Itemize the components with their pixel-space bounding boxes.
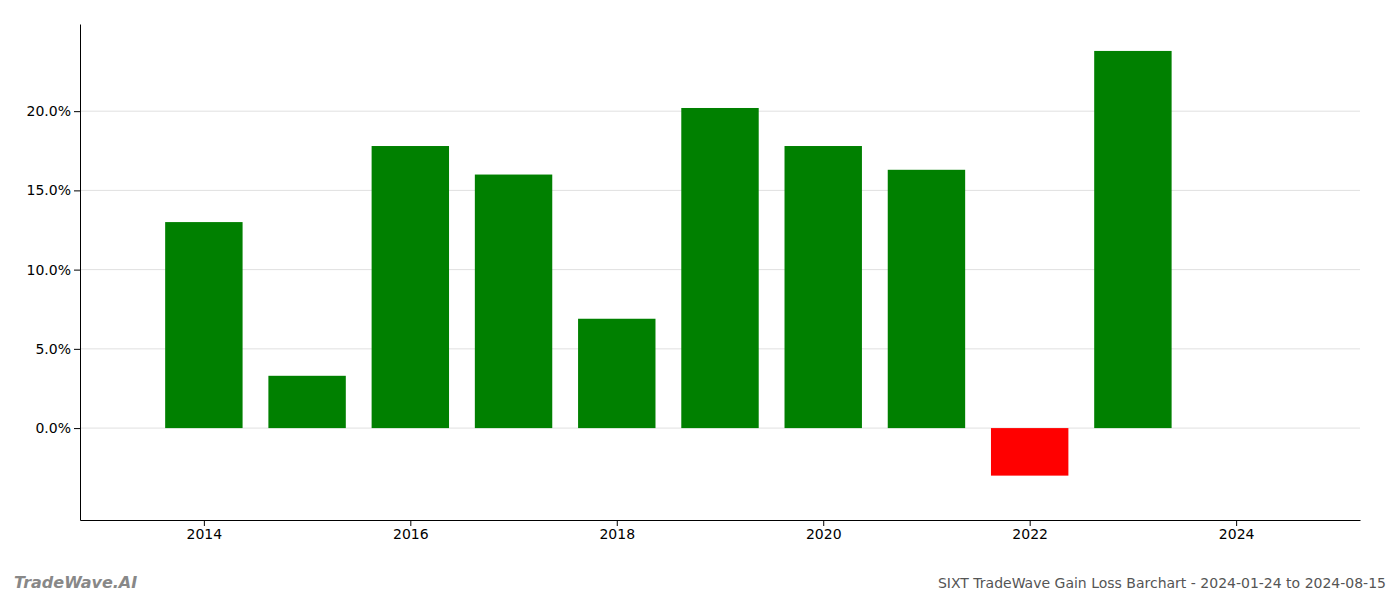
tick: 2018 (599, 520, 635, 542)
tick-mark (74, 349, 80, 350)
tick: 10.0% (27, 262, 80, 278)
chart: 0.0%5.0%10.0%15.0%20.0%20142016201820202… (0, 0, 1400, 600)
tick-mark (74, 428, 80, 429)
tick-label: 2022 (1012, 526, 1048, 542)
bar (475, 175, 552, 429)
bar (991, 428, 1068, 476)
bar (1094, 51, 1171, 428)
y-axis: 0.0% 5.0% 10.0% 15.0% 20.0% (27, 25, 81, 521)
tick: 5.0% (35, 341, 80, 357)
tick-mark (74, 270, 80, 271)
tick: 20.0% (27, 103, 80, 119)
bar (372, 146, 449, 428)
tick: 15.0% (27, 182, 80, 198)
tick-label: 2024 (1219, 526, 1255, 542)
axis-line (81, 520, 1361, 521)
tick: 0.0% (35, 420, 80, 436)
tick: 2022 (1012, 520, 1048, 542)
plot: 0.0%5.0%10.0%15.0%20.0%20142016201820202… (27, 25, 1361, 542)
bar (268, 376, 345, 428)
bar (578, 319, 655, 428)
tick-label: 2016 (393, 526, 429, 542)
tick-label: 20.0% (27, 103, 71, 119)
axis-line (80, 25, 81, 521)
bar (785, 146, 862, 428)
tick-label: 15.0% (27, 182, 71, 198)
tick: 2024 (1219, 520, 1255, 542)
tick-label: 2020 (806, 526, 842, 542)
title: SIXT TradeWave Gain Loss Barchart - 2024… (938, 575, 1386, 591)
bars (165, 51, 1171, 476)
tick: 2014 (187, 520, 223, 542)
bar (681, 108, 758, 428)
tick-mark (74, 111, 80, 112)
tick-label: 5.0% (35, 341, 71, 357)
x-axis: 2014 2016 2018 2020 2022 2024 (81, 520, 1361, 542)
tick-label: 10.0% (27, 262, 71, 278)
watermark: TradeWave.AI (14, 573, 137, 592)
tick: 2020 (806, 520, 842, 542)
bar (888, 170, 965, 428)
tick-label: 2018 (599, 526, 635, 542)
bar (165, 222, 242, 428)
tick-label: 0.0% (35, 420, 71, 436)
tick: 2016 (393, 520, 429, 542)
tick-label: 2014 (187, 526, 223, 542)
tick-mark (74, 190, 80, 191)
